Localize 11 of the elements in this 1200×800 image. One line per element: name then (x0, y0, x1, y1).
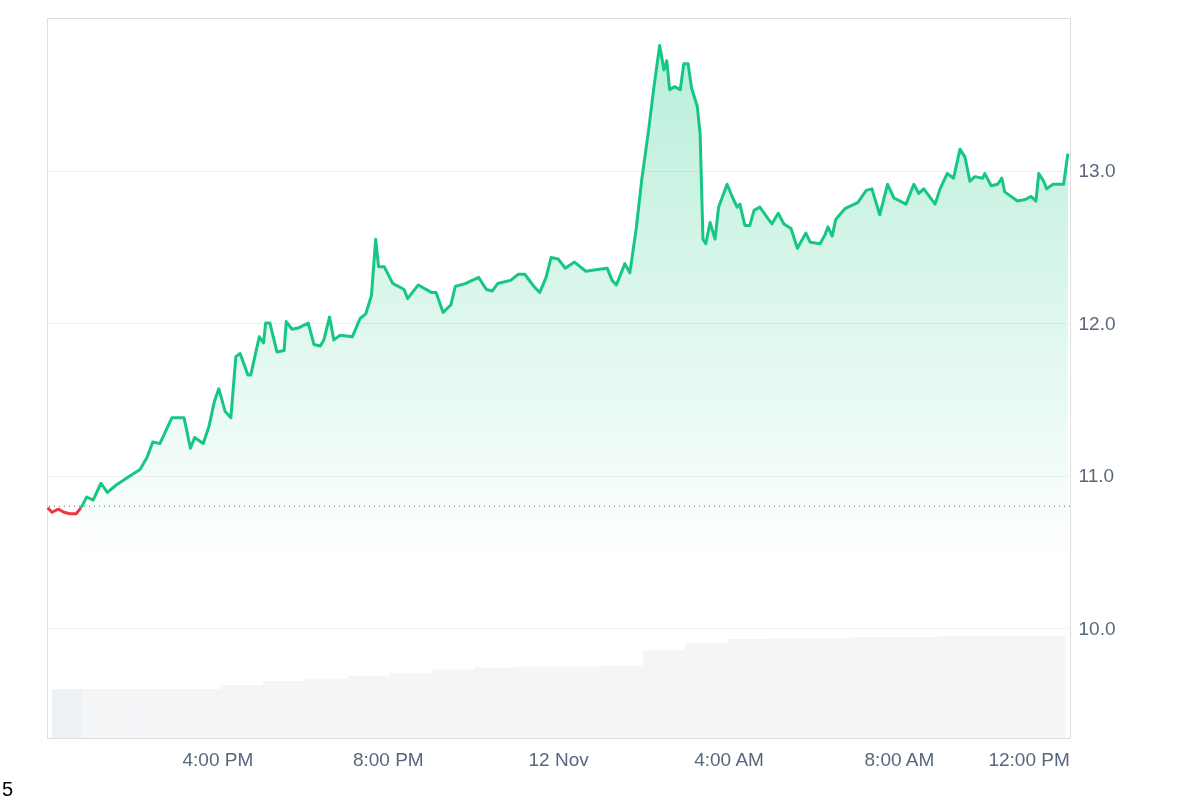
x-tick-label: 4:00 AM (694, 748, 764, 770)
text: 5 (2, 778, 14, 800)
y-tick-label: 12.0 (1078, 312, 1116, 334)
x-tick-label: 12:00 PM (988, 748, 1070, 770)
x-tick-label: 8:00 PM (352, 748, 424, 770)
x-tick-label: 4:00 PM (182, 748, 254, 770)
x-tick-label: 12 Nov (528, 748, 590, 770)
y-tick-label: 13.0 (1078, 160, 1116, 182)
y-tick-label: 11.0 (1078, 465, 1115, 487)
x-tick-label: 8:00 AM (864, 748, 935, 770)
y-tick-label: 10.0 (1078, 617, 1116, 639)
